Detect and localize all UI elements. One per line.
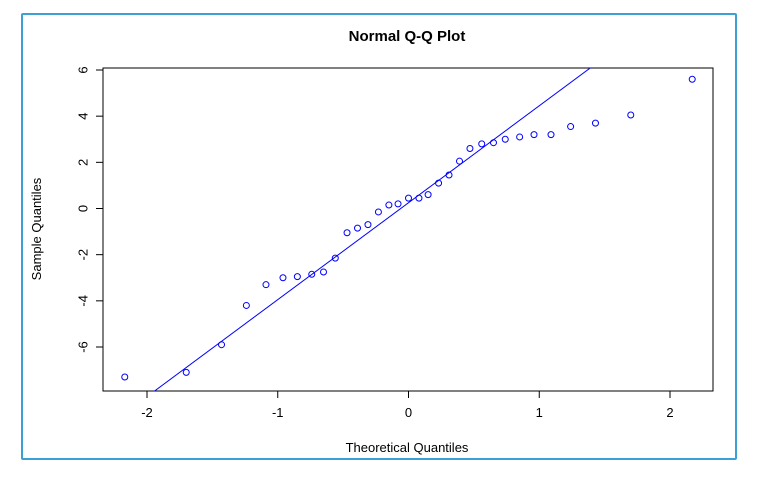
- data-point: [567, 123, 575, 131]
- data-point: [374, 208, 382, 216]
- data-point: [262, 281, 270, 289]
- data-point: [627, 111, 635, 119]
- data-point: [455, 157, 463, 165]
- data-point: [121, 373, 129, 381]
- x-tick-label: -1: [272, 405, 284, 420]
- data-point: [405, 194, 412, 202]
- chart-title: Normal Q-Q Plot: [349, 28, 466, 45]
- data-point: [279, 274, 287, 282]
- data-point: [320, 268, 328, 276]
- data-point: [293, 273, 301, 281]
- data-point: [445, 171, 453, 179]
- data-point: [242, 301, 250, 309]
- data-point: [343, 229, 351, 237]
- data-point: [415, 194, 423, 202]
- data-point: [394, 200, 402, 208]
- data-point: [182, 368, 190, 376]
- x-tick-label: 1: [536, 405, 543, 420]
- data-point: [364, 221, 372, 229]
- data-point: [385, 201, 393, 209]
- y-tick-label: -2: [76, 249, 91, 261]
- data-point: [308, 270, 316, 278]
- x-axis-label: Theoretical Quantiles: [346, 440, 469, 455]
- data-point: [435, 179, 443, 187]
- data-point: [501, 135, 509, 143]
- y-axis: -6 -4 -2 0 2 4 6: [76, 66, 103, 353]
- y-tick-label: 4: [76, 113, 91, 120]
- data-point: [218, 341, 226, 349]
- data-point: [516, 133, 524, 141]
- data-point: [688, 75, 696, 83]
- y-tick-label: -4: [76, 295, 91, 307]
- plot-box: [102, 67, 714, 392]
- data-point: [489, 139, 497, 147]
- chart-frame: [21, 13, 737, 460]
- x-tick-label: 2: [666, 405, 673, 420]
- data-point: [354, 224, 362, 232]
- data-point: [591, 119, 599, 127]
- y-tick-label: -6: [76, 341, 91, 353]
- x-tick-label: 0: [405, 405, 412, 420]
- plot-area: [121, 68, 696, 391]
- x-tick-label: -2: [141, 405, 153, 420]
- y-tick-label: 6: [76, 66, 91, 73]
- x-axis: -2 -1 0 1 2: [141, 391, 674, 420]
- data-point: [547, 131, 555, 139]
- y-axis-label: Sample Quantiles: [29, 177, 44, 280]
- data-point: [530, 131, 538, 139]
- data-point: [478, 140, 486, 148]
- y-tick-label: 0: [76, 205, 91, 212]
- data-point: [466, 144, 474, 152]
- y-tick-label: 2: [76, 159, 91, 166]
- reference-line: [153, 68, 592, 391]
- data-point: [424, 191, 432, 199]
- data-point: [331, 254, 339, 262]
